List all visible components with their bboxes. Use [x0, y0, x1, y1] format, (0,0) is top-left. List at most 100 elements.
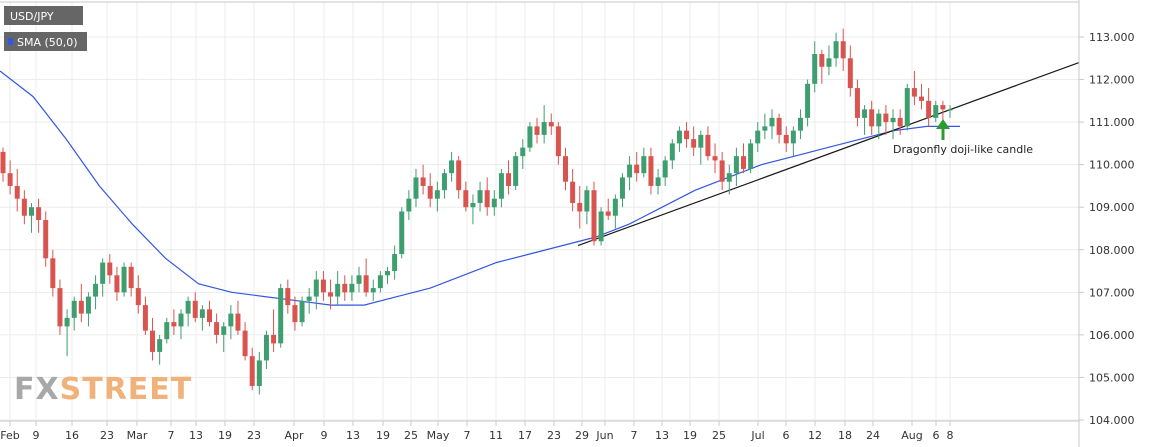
candle-body — [392, 254, 398, 272]
candle-body — [192, 300, 198, 318]
candle — [413, 168, 419, 208]
candle-body — [370, 288, 376, 293]
candle-body — [812, 54, 818, 84]
candle-body — [940, 105, 946, 110]
candle-body — [619, 177, 625, 199]
candle — [684, 122, 690, 148]
candle-body — [335, 283, 341, 297]
candle-body — [206, 309, 212, 323]
x-tick-label: 13 — [346, 429, 360, 442]
candles-layer — [0, 28, 953, 395]
candle-body — [584, 190, 590, 212]
candle-body — [555, 126, 561, 157]
candle — [135, 275, 141, 314]
x-tick-label: 9 — [33, 429, 40, 442]
candle-body — [591, 190, 597, 242]
candle — [513, 151, 519, 191]
candle-body — [64, 317, 70, 327]
candle-body — [598, 211, 604, 242]
candle-body — [384, 271, 390, 276]
candle — [847, 45, 853, 97]
candle-body — [399, 211, 405, 255]
x-tick-label: 29 — [575, 429, 589, 442]
candle-body — [506, 173, 512, 186]
x-tick-label: 25 — [404, 429, 418, 442]
candle — [698, 130, 704, 165]
candle — [641, 147, 647, 178]
candle-body — [43, 219, 49, 259]
candle-body — [919, 96, 925, 101]
y-tick-label: 105.000 — [1089, 371, 1135, 384]
candle-body — [178, 313, 184, 327]
candle-body — [363, 275, 369, 293]
candle-body — [733, 156, 739, 174]
candle — [384, 266, 390, 284]
candle-body — [655, 177, 661, 186]
candle — [399, 207, 405, 259]
candle-body — [456, 160, 462, 191]
candle-body — [676, 130, 682, 144]
candle — [285, 279, 291, 314]
candle — [826, 45, 832, 76]
candle-body — [926, 100, 932, 118]
candle-body — [441, 173, 447, 191]
candle — [705, 126, 711, 161]
candle — [890, 109, 896, 140]
x-tick-label: 8 — [947, 429, 954, 442]
candle-body — [691, 139, 697, 148]
candle-body — [413, 177, 419, 199]
candle — [278, 283, 284, 348]
candle — [563, 147, 569, 191]
candle — [854, 79, 860, 127]
candle-body — [819, 54, 825, 67]
candle — [292, 296, 298, 331]
candle-body — [498, 173, 504, 199]
doji-annotation: Dragonfly doji-like candle — [893, 119, 1033, 156]
sma-color-swatch — [8, 38, 13, 45]
x-tick-label: 23 — [100, 429, 114, 442]
candle — [805, 79, 811, 127]
candle — [911, 71, 917, 106]
candle-body — [570, 181, 576, 203]
candle-body — [0, 151, 6, 174]
candle-body — [605, 211, 611, 216]
candle-body — [71, 300, 77, 318]
y-tick-label: 106.000 — [1089, 329, 1135, 342]
candle — [919, 83, 925, 110]
candle — [577, 185, 583, 229]
candle — [591, 181, 597, 246]
candle-body — [434, 190, 440, 199]
candle — [605, 198, 611, 220]
candle-body — [278, 288, 284, 344]
candle-body — [904, 88, 910, 127]
x-tick-label: 11 — [489, 429, 503, 442]
candle — [392, 245, 398, 280]
candle-body — [299, 300, 305, 323]
candle — [541, 105, 547, 144]
x-tick-label: 17 — [518, 429, 532, 442]
candle-body — [577, 202, 583, 212]
candle-body — [783, 134, 789, 144]
candle-body — [470, 202, 476, 208]
candle — [271, 309, 277, 352]
candle — [263, 330, 269, 369]
candle — [648, 147, 654, 195]
x-tick-label: 24 — [866, 429, 880, 442]
candle-body — [947, 109, 953, 111]
candle-body — [897, 117, 903, 127]
candle — [869, 100, 875, 135]
candle-body — [313, 279, 319, 297]
x-tick-label: 18 — [838, 429, 852, 442]
candle — [171, 309, 177, 335]
sma-layer — [0, 70, 960, 306]
candle-body — [256, 360, 262, 386]
candle-body — [228, 313, 234, 327]
legend-symbol-badge: USD/JPY — [4, 6, 83, 25]
candle — [926, 88, 932, 127]
candle — [769, 109, 775, 140]
candle — [741, 143, 747, 174]
candle — [555, 122, 561, 165]
x-tick-label: Aug — [901, 429, 922, 442]
